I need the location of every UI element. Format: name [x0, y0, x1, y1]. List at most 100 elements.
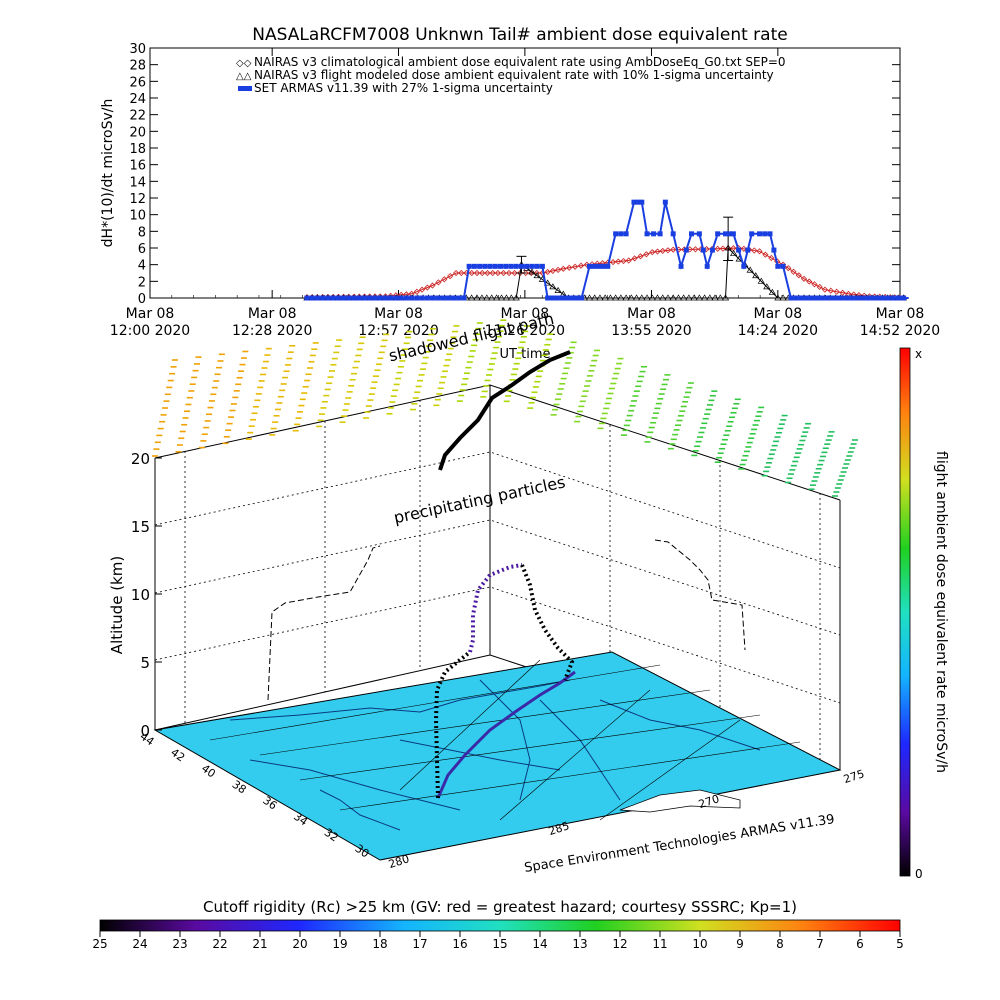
longitude-tick-label: 285	[547, 819, 571, 838]
point-armas	[424, 295, 430, 301]
point-nairas-climo	[654, 248, 661, 255]
point-nairas-climo	[800, 275, 808, 282]
point-armas	[901, 295, 907, 301]
rigidity-tick-label: 8	[776, 937, 784, 951]
point-armas	[508, 263, 514, 269]
point-nairas-climo	[816, 283, 823, 291]
point-nairas-climo	[413, 288, 420, 295]
point-nairas-climo	[768, 254, 775, 262]
point-nairas-climo	[435, 279, 442, 286]
point-nairas-flight	[596, 294, 604, 301]
rigidity-tick-label: 12	[612, 937, 627, 951]
point-nairas-flight	[632, 294, 641, 301]
point-armas	[775, 263, 781, 269]
point-armas	[314, 295, 320, 301]
point-armas	[844, 295, 850, 301]
point-nairas-flight	[669, 294, 677, 301]
point-armas	[492, 263, 498, 269]
x-tick-label-date: Mar 08	[627, 306, 676, 322]
point-nairas-flight	[585, 294, 594, 301]
y-tick-label: 28	[129, 59, 146, 74]
point-nairas-climo	[714, 245, 721, 252]
point-nairas-climo	[441, 276, 448, 283]
point-armas	[498, 263, 504, 269]
rigidity-tick-label: 21	[252, 937, 267, 951]
point-armas	[356, 295, 362, 301]
point-armas	[854, 295, 860, 301]
altitude-tick-label: 15	[131, 518, 150, 536]
map-borders	[229, 679, 761, 831]
point-armas	[513, 263, 519, 269]
altitude-tick-label: 20	[131, 450, 150, 468]
point-armas	[730, 231, 736, 237]
point-nairas-flight	[659, 294, 667, 301]
point-armas	[524, 263, 530, 269]
point-nairas-climo	[522, 269, 529, 277]
point-nairas-climo	[609, 258, 617, 266]
point-nairas-flight	[601, 294, 609, 301]
point-armas	[618, 231, 624, 237]
cutoff-rigidity-bar: Cutoff rigidity (Rc) >25 km (GV: red = g…	[92, 898, 903, 951]
point-nairas-flight	[757, 277, 765, 284]
legend: ◇◇ NAIRAS v3 climatological ambient dose …	[236, 55, 786, 95]
point-armas	[749, 231, 755, 237]
point-armas	[605, 263, 611, 269]
altitude-axis-label: Altitude (km)	[108, 556, 126, 654]
point-nairas-flight	[653, 294, 662, 301]
point-armas	[849, 295, 855, 301]
rigidity-tick-label: 6	[856, 937, 864, 951]
point-nairas-climo	[795, 272, 802, 279]
point-nairas-climo	[479, 269, 486, 277]
x-tick-label-date: Mar 08	[876, 306, 925, 322]
x-tick-label-time: 12:57 2020	[358, 323, 438, 339]
point-nairas-climo	[785, 265, 792, 272]
point-nairas-climo	[643, 251, 650, 258]
y-tick-label: 26	[129, 75, 146, 90]
point-armas	[362, 295, 368, 301]
point-nairas-climo	[620, 257, 627, 265]
point-armas	[824, 295, 830, 301]
point-armas	[771, 247, 777, 253]
point-armas	[335, 295, 341, 301]
shadow-profile-right	[654, 539, 746, 651]
altitude-tick-label: 0	[140, 722, 150, 740]
legend-swatch-nairas-climo: ◇◇	[236, 58, 252, 69]
rigidity-tick-label: 14	[532, 937, 547, 951]
rigidity-tick-label: 10	[692, 937, 707, 951]
point-nairas-flight	[488, 294, 496, 301]
point-nairas-climo	[447, 273, 454, 280]
point-nairas-climo	[649, 249, 656, 256]
point-armas	[780, 263, 786, 269]
point-nairas-climo	[511, 269, 518, 277]
point-nairas-climo	[811, 281, 818, 288]
point-armas	[839, 295, 845, 301]
y-tick-label: 8	[138, 225, 146, 240]
point-armas	[591, 263, 597, 269]
point-armas	[689, 231, 695, 237]
rigidity-tick-label: 23	[172, 937, 187, 951]
point-nairas-climo	[827, 287, 834, 294]
longitude-tick-label: 275	[842, 767, 866, 786]
y-tick-label: 4	[138, 259, 146, 274]
point-nairas-climo	[560, 265, 567, 272]
point-armas	[600, 263, 606, 269]
colorbar-min-label: 0	[915, 867, 923, 881]
point-armas	[745, 247, 751, 253]
x-axis-label: UT time	[500, 347, 551, 362]
rigidity-colorbar	[99, 919, 901, 932]
point-armas	[895, 295, 901, 301]
altitude-tick-label: 10	[131, 586, 150, 604]
point-nairas-climo	[555, 266, 562, 273]
point-nairas-climo	[494, 269, 501, 277]
point-nairas-climo	[839, 289, 846, 296]
latitude-tick-label: 42	[168, 746, 187, 765]
point-nairas-flight	[690, 294, 698, 301]
longitude-tick-label: 270	[697, 792, 721, 811]
point-nairas-flight	[533, 272, 541, 279]
point-nairas-climo	[751, 247, 758, 254]
point-armas	[320, 295, 326, 301]
point-nairas-flight	[492, 294, 501, 301]
point-armas	[466, 263, 472, 269]
y-tick-label: 16	[129, 159, 146, 174]
point-armas	[430, 295, 436, 301]
